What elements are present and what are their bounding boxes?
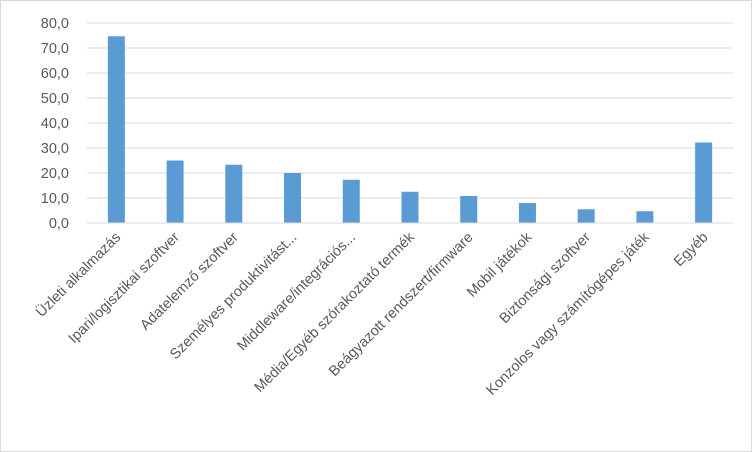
x-tick-label: Ipari/logisztikai szoftver bbox=[66, 229, 183, 346]
y-tick-label: 80,0 bbox=[41, 16, 69, 32]
y-tick-label: 40,0 bbox=[41, 116, 69, 132]
y-tick-label: 50,0 bbox=[41, 91, 69, 107]
y-tick-label: 60,0 bbox=[41, 66, 69, 82]
bar bbox=[342, 179, 360, 223]
bar bbox=[518, 203, 536, 223]
x-tick-label: Middleware/integrációs... bbox=[234, 230, 359, 355]
y-tick-label: 30,0 bbox=[41, 141, 69, 157]
bar bbox=[636, 211, 654, 223]
y-tick-label: 70,0 bbox=[41, 41, 69, 57]
gridlines bbox=[87, 22, 733, 199]
x-tick-label: Egyéb bbox=[671, 230, 711, 270]
y-tick-label: 10,0 bbox=[41, 191, 69, 207]
bar bbox=[577, 209, 595, 223]
bars bbox=[107, 36, 713, 223]
bar bbox=[401, 191, 419, 223]
bar bbox=[166, 160, 184, 223]
x-tick-label: Adatelemző szoftver bbox=[137, 229, 241, 333]
bar bbox=[460, 196, 478, 223]
bar bbox=[284, 173, 302, 223]
bar bbox=[695, 142, 713, 223]
bar bbox=[107, 36, 125, 223]
y-tick-label: 0,0 bbox=[49, 216, 69, 232]
y-axis-tick-labels: 0,0 10,0 20,0 30,0 40,0 50,0 60,0 70,0 80,0 bbox=[41, 16, 69, 232]
bar bbox=[225, 164, 243, 223]
y-tick-label: 20,0 bbox=[41, 166, 69, 182]
